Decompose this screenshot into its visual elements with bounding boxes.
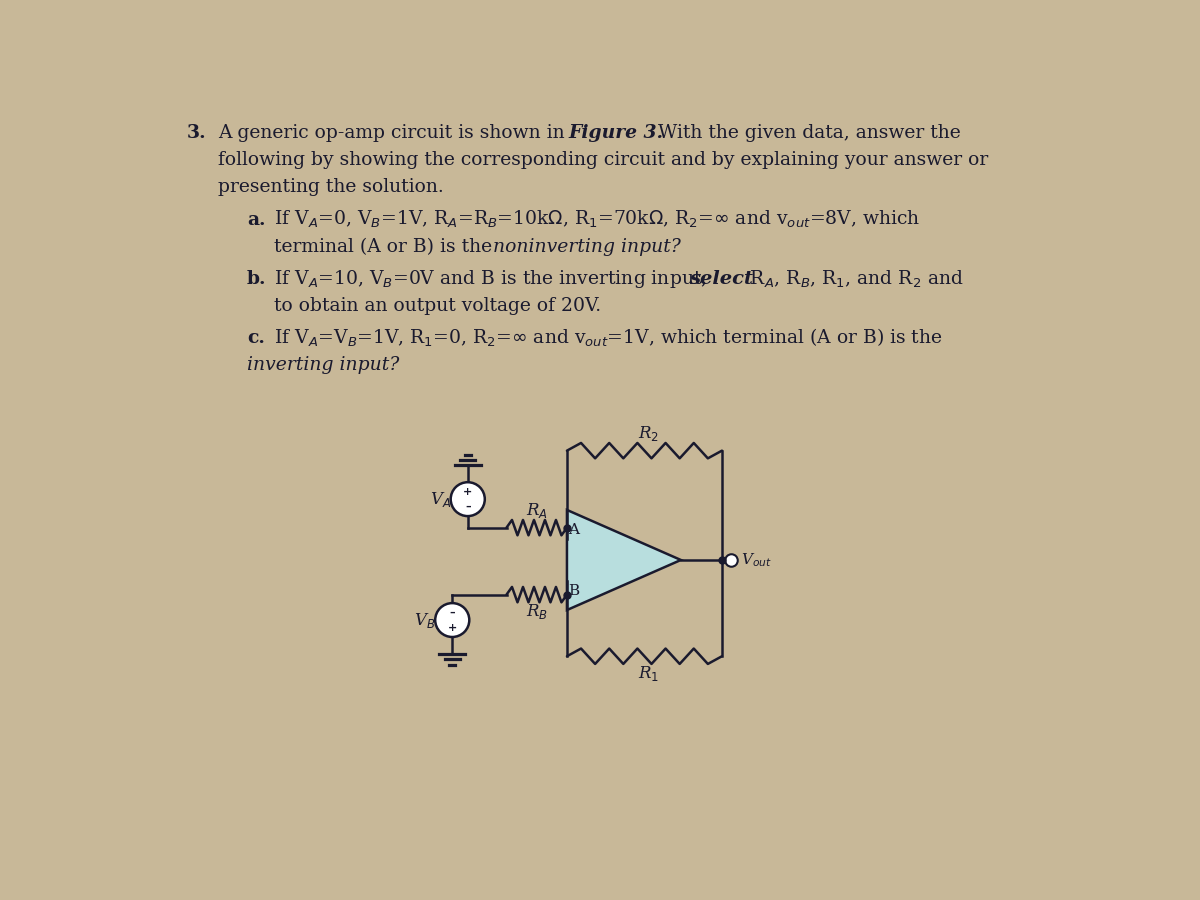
Text: If V$_A$=0, V$_B$=1V, R$_A$=R$_B$=10k$\Omega$, R$_1$=70k$\Omega$, R$_2$=$\infty$: If V$_A$=0, V$_B$=1V, R$_A$=R$_B$=10k$\O…: [274, 209, 920, 230]
Text: select: select: [689, 270, 752, 288]
Text: V$_B$: V$_B$: [414, 610, 436, 630]
Polygon shape: [566, 510, 680, 610]
Text: c.: c.: [247, 329, 265, 347]
Text: With the given data, answer the: With the given data, answer the: [653, 123, 961, 141]
Text: R$_A$, R$_B$, R$_1$, and R$_2$ and: R$_A$, R$_B$, R$_1$, and R$_2$ and: [744, 268, 964, 290]
Text: R$_1$: R$_1$: [637, 663, 659, 683]
Text: Figure 3.: Figure 3.: [569, 123, 664, 141]
Circle shape: [451, 482, 485, 516]
Text: V$_{out}$: V$_{out}$: [742, 551, 773, 569]
Text: R$_B$: R$_B$: [526, 602, 548, 621]
Text: inverting input?: inverting input?: [247, 356, 400, 374]
Text: R$_2$: R$_2$: [637, 424, 659, 443]
Text: If V$_A$=10, V$_B$=0V and B is the inverting input,: If V$_A$=10, V$_B$=0V and B is the inver…: [274, 268, 709, 290]
Text: A generic op-amp circuit is shown in: A generic op-amp circuit is shown in: [218, 123, 571, 141]
Text: presenting the solution.: presenting the solution.: [218, 177, 444, 195]
Text: b.: b.: [247, 270, 266, 288]
Text: a.: a.: [247, 211, 265, 229]
Text: to obtain an output voltage of 20V.: to obtain an output voltage of 20V.: [274, 297, 601, 315]
Text: A: A: [569, 523, 580, 537]
Text: B: B: [569, 584, 580, 598]
Text: following by showing the corresponding circuit and by explaining your answer or: following by showing the corresponding c…: [218, 150, 989, 168]
Text: +: +: [463, 487, 473, 497]
Text: +: +: [448, 623, 457, 633]
Text: V$_A$: V$_A$: [430, 490, 451, 508]
Text: terminal (A or B) is the: terminal (A or B) is the: [274, 238, 498, 256]
Text: –: –: [450, 608, 455, 617]
Text: If V$_A$=V$_B$=1V, R$_1$=0, R$_2$=$\infty$ and v$_{out}$=1V, which terminal (A o: If V$_A$=V$_B$=1V, R$_1$=0, R$_2$=$\inft…: [274, 327, 943, 349]
Circle shape: [436, 603, 469, 637]
Text: 3.: 3.: [187, 123, 206, 141]
Text: noninverting input?: noninverting input?: [492, 238, 680, 256]
Text: –: –: [464, 502, 470, 512]
Text: R$_A$: R$_A$: [526, 501, 547, 520]
